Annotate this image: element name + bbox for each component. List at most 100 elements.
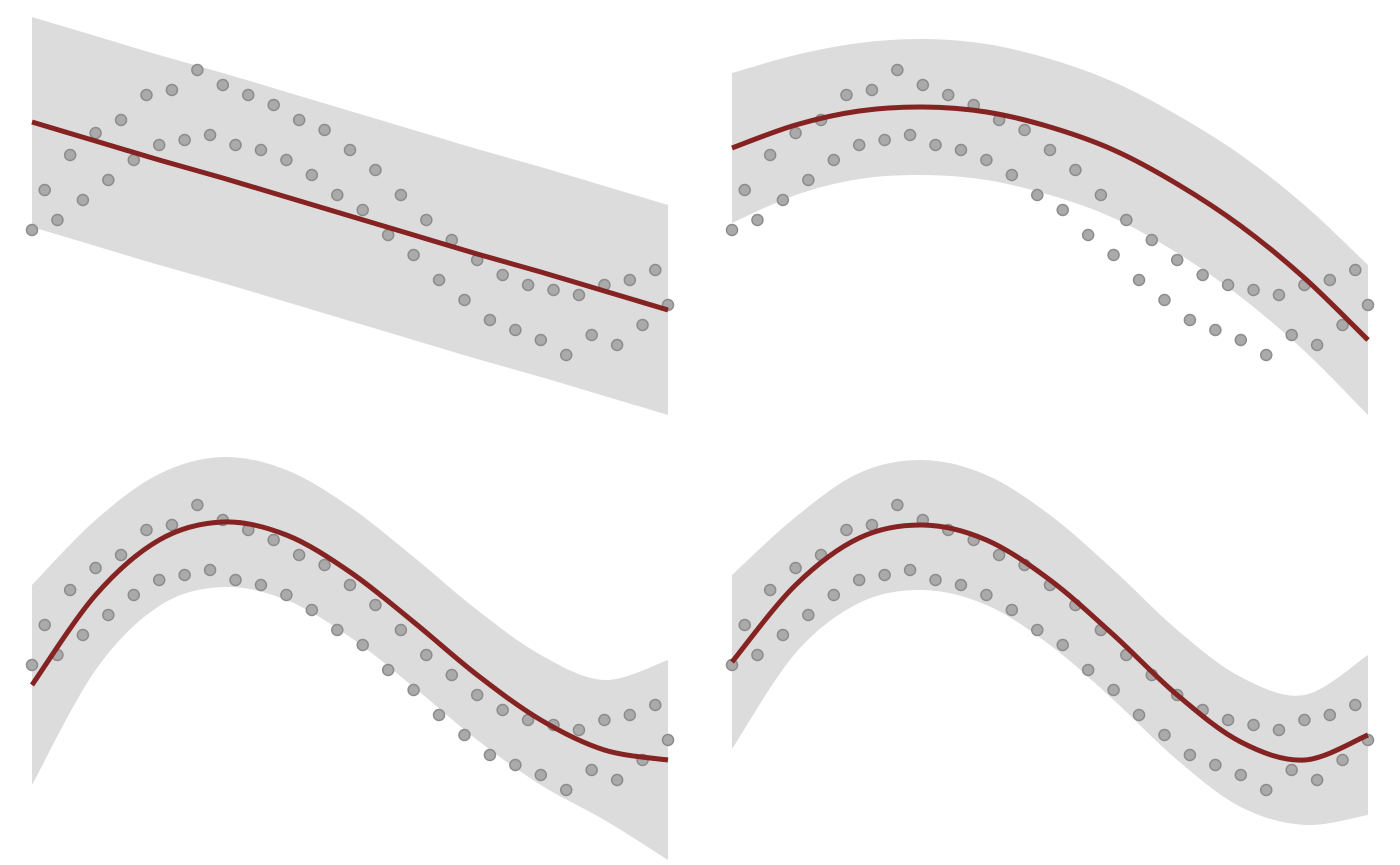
data-point (420, 648, 433, 662)
data-point (102, 608, 115, 622)
confidence-band (732, 38, 1368, 416)
data-point (178, 568, 191, 582)
data-point (356, 638, 369, 652)
confidence-band (732, 459, 1368, 826)
panel (25, 17, 675, 415)
data-point (534, 768, 548, 782)
data-point (216, 78, 230, 92)
data-point (1234, 768, 1248, 782)
data-point (941, 88, 955, 102)
data-point (407, 683, 420, 697)
panel (725, 38, 1375, 416)
data-point (1081, 663, 1095, 677)
data-point (1285, 328, 1298, 342)
data-point (1336, 318, 1349, 332)
data-point (89, 126, 102, 140)
data-point (38, 618, 51, 632)
data-point (509, 758, 522, 772)
fit-line (731, 104, 1370, 342)
data-point (1285, 763, 1298, 777)
data-point (1056, 203, 1069, 217)
data-point (763, 583, 777, 597)
data-point (470, 688, 484, 702)
data-point (1349, 263, 1362, 277)
data-point (1361, 298, 1375, 312)
data-point (865, 83, 879, 97)
data-point (1183, 313, 1197, 327)
data-point (331, 188, 344, 202)
data-point (305, 168, 319, 182)
data-point (751, 648, 764, 662)
panel (25, 456, 675, 860)
data-point (483, 748, 497, 762)
data-point (292, 548, 306, 562)
data-point (1107, 248, 1120, 262)
data-point (789, 561, 802, 575)
data-point (1272, 288, 1286, 302)
fit-line (730, 522, 1369, 763)
data-point (802, 608, 815, 622)
data-point (381, 663, 395, 677)
data-point (1158, 293, 1171, 307)
data-point (1158, 728, 1171, 742)
data-point (572, 288, 586, 302)
data-point (1259, 348, 1273, 362)
data-point (891, 63, 904, 77)
data-point (1094, 188, 1108, 202)
data-point (559, 348, 573, 362)
data-point (763, 148, 777, 162)
data-point (827, 588, 841, 602)
data-point (152, 573, 166, 587)
data-point (751, 213, 764, 227)
data-point (776, 628, 790, 642)
data-point (1132, 708, 1146, 722)
data-point (76, 628, 90, 642)
data-point (267, 533, 280, 547)
data-point (89, 561, 102, 575)
data-point (165, 518, 179, 532)
data-point (331, 623, 344, 637)
data-point (1170, 253, 1184, 267)
data-point (559, 783, 573, 797)
data-point (534, 333, 548, 347)
data-point (649, 698, 662, 712)
data-point (63, 148, 77, 162)
data-point (369, 163, 382, 177)
data-point (114, 548, 128, 562)
data-point (203, 563, 217, 577)
data-point (127, 588, 141, 602)
data-point (572, 723, 586, 737)
data-point (280, 588, 293, 602)
data-point (1247, 718, 1260, 732)
data-point (445, 668, 459, 682)
data-point (254, 578, 268, 592)
data-point (1031, 623, 1044, 637)
data-point (598, 713, 611, 727)
data-point (229, 138, 242, 152)
data-point (891, 498, 904, 512)
confidence-band (32, 456, 668, 860)
data-point (394, 188, 408, 202)
data-point (1145, 233, 1159, 247)
data-point (547, 283, 560, 297)
data-point (903, 563, 917, 577)
data-point (51, 213, 64, 227)
data-point (521, 278, 535, 292)
data-point (102, 173, 115, 187)
panel (725, 459, 1375, 826)
data-point (458, 293, 471, 307)
data-point (852, 138, 866, 152)
data-point (1132, 273, 1146, 287)
data-point (954, 578, 968, 592)
data-point (1031, 188, 1044, 202)
data-point (1323, 273, 1337, 287)
data-point (229, 573, 242, 587)
data-point (432, 273, 446, 287)
data-point (636, 318, 649, 332)
data-point (318, 123, 331, 137)
data-point (738, 618, 751, 632)
data-point (254, 143, 268, 157)
data-point (1310, 338, 1324, 352)
data-point (1043, 143, 1057, 157)
